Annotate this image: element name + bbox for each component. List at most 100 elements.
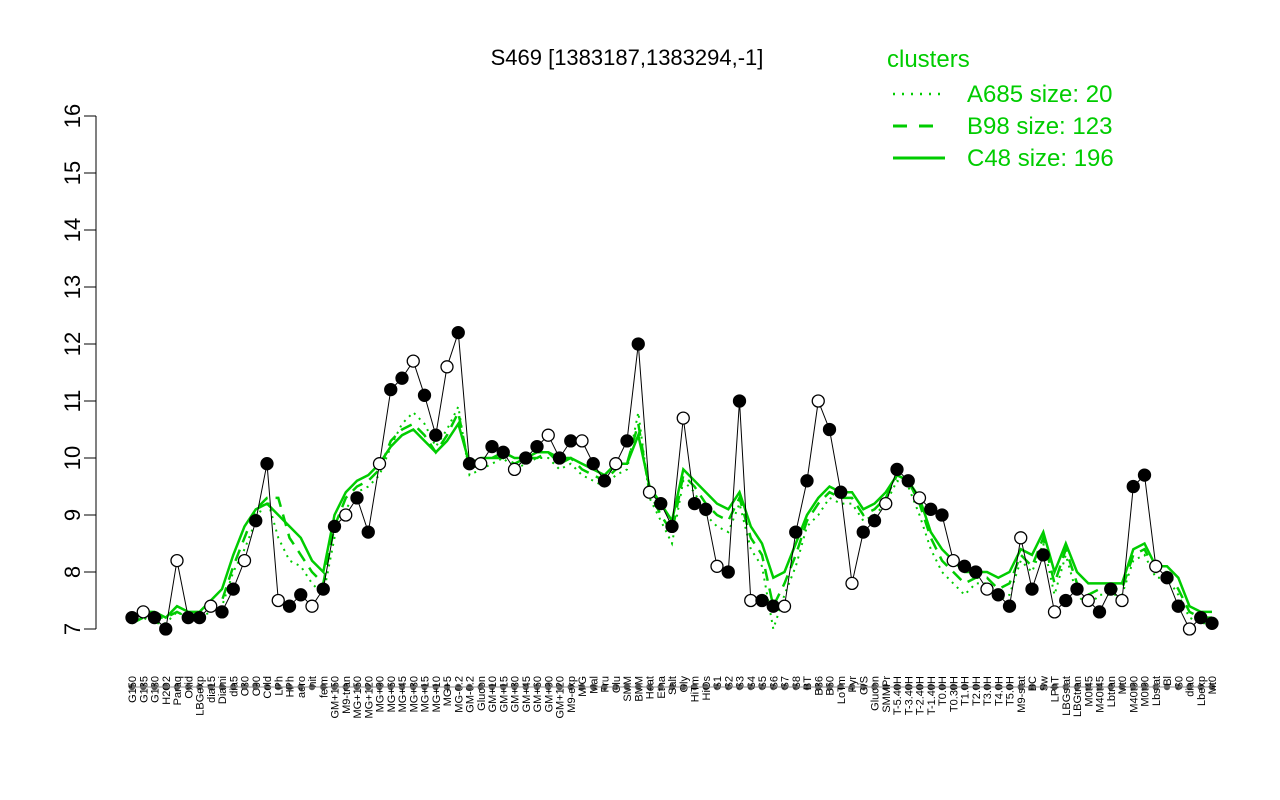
x-tick-label: Mal [588, 676, 600, 694]
data-point [879, 496, 893, 511]
x-tick-label: MG+120 [363, 676, 375, 719]
y-tick-label: 10 [60, 446, 85, 470]
data-point [1194, 610, 1208, 625]
data-point [462, 457, 477, 471]
data-point [147, 610, 162, 625]
data-point [969, 565, 983, 579]
data-point [935, 508, 949, 522]
data-point [822, 422, 837, 437]
x-tick-label: Lbexp [1196, 676, 1208, 706]
data-point [586, 457, 600, 471]
x-tick-label: G150 [127, 676, 139, 703]
y-tick-label: 9 [60, 509, 85, 521]
x-tick-label: GM+150 [330, 676, 342, 719]
x-tick-label: Pyr [847, 676, 859, 693]
data-point [474, 457, 488, 471]
data-point [440, 360, 454, 374]
data-point [1171, 599, 1185, 613]
y-axis: 7 8 9 10 11 12 13 14 15 16 [60, 104, 97, 635]
data-point [159, 622, 173, 636]
x-tick-label: S7 [780, 676, 792, 689]
x-tick-label: dia0 [1185, 676, 1197, 697]
data-point [1014, 531, 1028, 545]
x-tick-label: LPhT [1050, 676, 1062, 703]
data-point [665, 519, 679, 534]
data-point [204, 599, 218, 613]
data-point [384, 382, 398, 397]
data-point [867, 514, 882, 528]
data-point [271, 593, 285, 608]
x-tick-label: S6 [768, 676, 780, 689]
series-green-dotted [131, 403, 1212, 630]
x-tick-label: HiTm [690, 676, 702, 702]
data-point [226, 582, 240, 596]
x-axis: G150 G135 G180 H2O2 Paraq Oxid LBGexp dia15 Diam… [127, 675, 1219, 718]
x-tick-label: MG+45 [397, 676, 409, 712]
data-point [1036, 548, 1050, 562]
x-tick-label: S8 [791, 676, 803, 689]
x-tick-label: MG+15 [420, 676, 432, 712]
data-point [237, 553, 252, 568]
x-tick-label: GM+15 [498, 676, 510, 712]
data-point [924, 502, 938, 516]
data-point [744, 593, 758, 608]
x-tick-label: T5.0H [1005, 676, 1017, 706]
x-tick-label: LPh [273, 676, 285, 696]
x-tick-label: HiOs [701, 676, 713, 701]
data-point [901, 474, 915, 488]
data-point [496, 445, 510, 459]
data-point [721, 565, 735, 579]
data-point [530, 439, 544, 454]
x-tick-label: T-1.40H [926, 676, 938, 715]
data-point [485, 439, 499, 454]
data-point [800, 474, 814, 488]
legend-label: C48 size: 196 [967, 145, 1114, 172]
data-point [316, 582, 330, 596]
data-point [1025, 582, 1039, 596]
x-tick-label: S5 [757, 676, 769, 689]
x-tick-label: B36 [813, 676, 825, 696]
series-layer [131, 332, 1213, 631]
y-tick-label: 8 [60, 566, 85, 578]
x-tick-label: M9-stat [1016, 676, 1028, 713]
data-point [451, 325, 465, 340]
legend: clusters A685 size: 20 B98 size: 123 C48 s… [887, 46, 1114, 172]
x-tick-label: T1.0H [960, 676, 972, 706]
data-point [192, 610, 207, 625]
x-tick-label: GM+90 [543, 676, 555, 712]
data-point [181, 610, 195, 625]
x-tick-label: GM+60 [532, 676, 544, 712]
x-tick-label: GM+10 [487, 676, 499, 712]
x-tick-label: T-2.40H [915, 676, 927, 715]
x-tick-label: MG-0.2 [453, 676, 465, 713]
data-point [350, 491, 364, 505]
y-tick-label: 16 [60, 104, 85, 128]
x-tick-label: T2.0H [971, 676, 983, 706]
data-point [1104, 582, 1118, 596]
x-tick-label: MG+30 [408, 676, 420, 712]
x-tick-label: MG+10 [431, 676, 443, 712]
x-tick-label: MG+90 [375, 676, 387, 712]
x-tick-label: G180 [150, 676, 162, 703]
data-point [710, 559, 724, 573]
x-tick-label: GM-0.2 [465, 676, 477, 713]
x-tick-label: LBGexp [195, 676, 207, 716]
x-tick-label: Gly [678, 676, 690, 693]
y-tick-label: 7 [60, 623, 85, 635]
chart-title: S469 [1383187,1383294,-1] [491, 45, 764, 70]
x-tick-label: Mt0 [1117, 676, 1129, 694]
x-tick-label: MG+5 [442, 676, 454, 706]
legend-title: clusters [887, 46, 970, 73]
x-tick-label: SMM [622, 676, 634, 702]
x-tick-label: Salt [667, 676, 679, 695]
data-point [170, 553, 184, 568]
x-tick-label: Glu [611, 676, 623, 693]
x-tick-label: G/S [858, 676, 870, 695]
data-point [789, 525, 803, 539]
data-point [1047, 605, 1062, 619]
data-point [507, 462, 522, 477]
data-point [1115, 593, 1129, 608]
data-point [755, 593, 769, 608]
data-point [609, 457, 623, 471]
